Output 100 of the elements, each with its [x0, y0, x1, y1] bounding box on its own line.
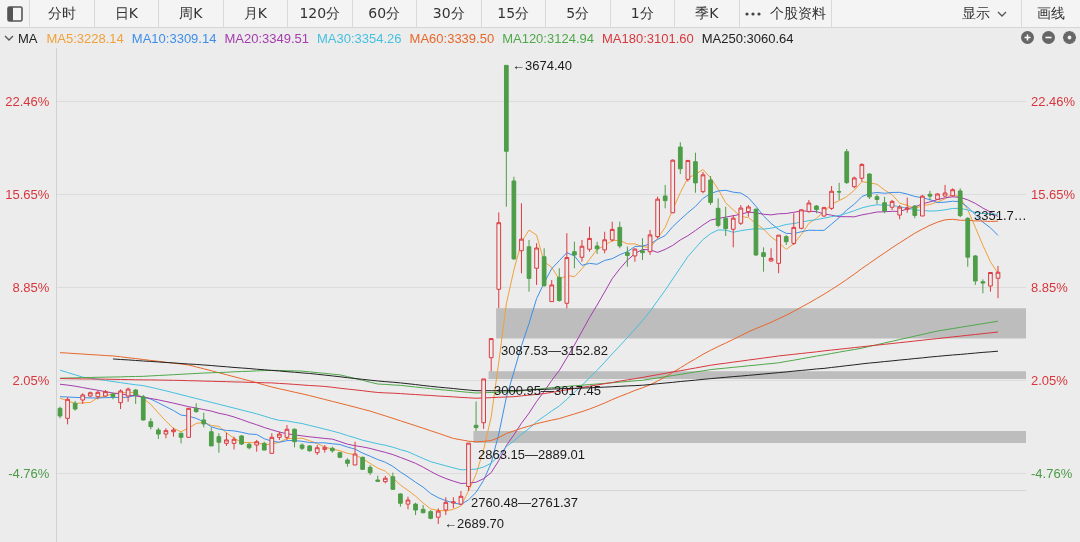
candlestick	[329, 446, 335, 454]
candlestick	[148, 417, 154, 430]
text: MA250:3060.64	[701, 30, 794, 46]
candlestick	[118, 388, 123, 410]
candlestick	[851, 176, 857, 189]
text: 日K	[114, 4, 138, 23]
candlestick	[882, 196, 887, 214]
candlestick	[594, 241, 600, 255]
y-tick-label: 8.85%	[12, 279, 50, 295]
candlestick	[360, 456, 365, 471]
y2-tick-label: 22.46%	[1031, 93, 1076, 109]
candlestick	[103, 389, 108, 398]
candlestick	[208, 426, 214, 447]
candlestick	[889, 199, 895, 211]
candlestick	[314, 444, 320, 456]
candlestick	[723, 206, 729, 237]
text: 季K	[695, 4, 719, 23]
candlestick	[572, 241, 577, 269]
candlestick	[110, 393, 116, 400]
y2-tick-label: -4.76%	[1031, 466, 1073, 482]
candlestick	[156, 427, 161, 440]
candlestick	[821, 206, 827, 218]
candlestick	[140, 394, 146, 422]
candlestick	[307, 444, 312, 453]
candlestick	[443, 496, 449, 516]
candlestick	[466, 442, 471, 492]
candlestick	[640, 237, 645, 261]
candlestick	[382, 475, 388, 484]
candlestick	[942, 184, 948, 198]
candlestick	[708, 175, 713, 206]
text: 周K	[179, 4, 203, 23]
text: MA20:3349.51	[224, 30, 309, 46]
y-tick-label: 22.46%	[5, 93, 50, 109]
y2-tick-label: 8.85%	[1031, 279, 1069, 295]
y-tick-label: -4.76%	[8, 466, 50, 482]
candlestick	[65, 396, 70, 425]
candlestick	[178, 432, 184, 444]
line-series	[59, 218, 999, 443]
candlestick	[428, 509, 434, 520]
candlestick	[193, 402, 199, 414]
annotation: ←3674.40	[512, 58, 572, 73]
text: 显示	[961, 4, 990, 23]
candlestick	[564, 232, 570, 309]
candlestick	[201, 412, 207, 428]
candlestick	[602, 231, 608, 254]
text: MA30:3354.26	[317, 30, 402, 46]
candlestick	[972, 254, 978, 286]
candlestick	[352, 441, 358, 466]
candlestick	[420, 504, 426, 514]
candlestick	[670, 158, 676, 214]
candlestick	[700, 171, 706, 194]
candlestick	[927, 190, 933, 201]
candlestick	[791, 212, 797, 246]
y2-tick-label: 15.65%	[1031, 186, 1076, 202]
candlestick	[897, 204, 903, 220]
candlestick	[798, 208, 804, 230]
text: MA60:3339.50	[409, 30, 495, 46]
candlestick	[935, 192, 940, 201]
candlestick	[625, 246, 630, 268]
candlestick	[224, 432, 229, 447]
candlestick	[254, 439, 260, 453]
text: 个股资料	[770, 4, 826, 23]
candlestick	[662, 184, 668, 209]
candlestick	[677, 141, 683, 175]
candlestick	[239, 434, 244, 446]
candlestick	[322, 444, 328, 454]
candlestick	[284, 424, 290, 441]
candlestick	[458, 490, 464, 506]
candlestick	[171, 427, 176, 438]
candlestick	[904, 197, 910, 214]
candlestick	[246, 442, 252, 450]
candlestick	[95, 390, 101, 400]
candlestick	[912, 204, 918, 219]
candlestick	[541, 247, 547, 288]
candlestick	[496, 211, 502, 309]
candlestick	[367, 464, 373, 476]
candlestick	[488, 338, 494, 372]
text: 分时	[47, 4, 76, 23]
candlestick	[761, 246, 766, 273]
candlestick	[57, 406, 63, 419]
candlestick	[292, 427, 297, 448]
candlestick	[556, 267, 562, 303]
candlestick	[988, 271, 993, 293]
candlestick	[133, 388, 139, 405]
candlestick	[920, 194, 925, 217]
text: MA10:3309.14	[131, 30, 217, 46]
text: MA5:3228.14	[46, 30, 124, 46]
candlestick	[534, 242, 539, 286]
candlestick	[965, 216, 971, 268]
y-tick-label: 2.05%	[12, 372, 50, 388]
text: 画线	[1037, 4, 1065, 23]
candlestick	[632, 247, 638, 263]
candlestick	[87, 391, 93, 398]
candlestick	[549, 279, 555, 303]
candlestick	[806, 199, 812, 214]
candlestick	[655, 196, 660, 239]
candlestick	[814, 204, 819, 214]
candlestick	[587, 226, 592, 253]
candlestick	[647, 229, 653, 256]
candlestick	[609, 221, 615, 243]
